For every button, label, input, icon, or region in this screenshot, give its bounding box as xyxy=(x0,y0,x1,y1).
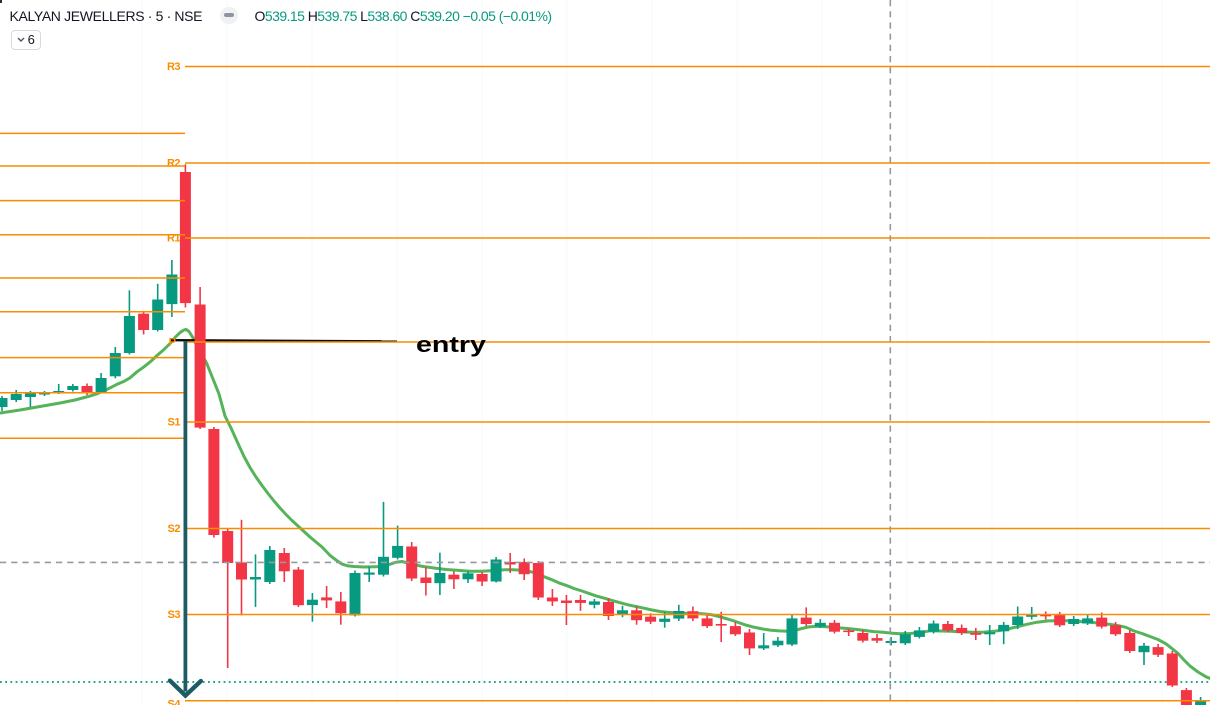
svg-text:R3: R3 xyxy=(167,61,180,73)
svg-text:R2: R2 xyxy=(167,158,180,170)
svg-text:S1: S1 xyxy=(168,417,181,429)
svg-text:P: P xyxy=(169,337,176,349)
svg-text:S4: S4 xyxy=(168,699,182,705)
svg-text:S2: S2 xyxy=(168,523,181,535)
svg-text:S3: S3 xyxy=(168,609,181,621)
svg-text:R1: R1 xyxy=(167,233,180,245)
